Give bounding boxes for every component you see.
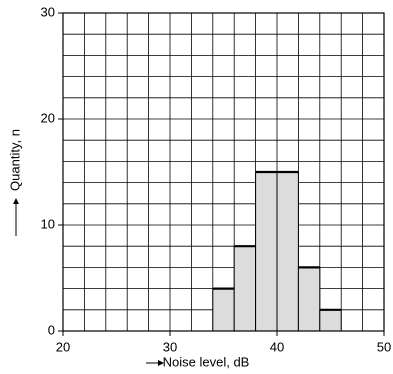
x-arrowhead [158,360,164,366]
plot-frame [62,12,385,332]
bar [319,309,342,332]
y-tick-label: 20 [41,110,55,125]
x-tick-label: 40 [270,339,284,354]
y-axis-label: Quantity, n [7,129,22,191]
y-tick-label: 10 [41,216,55,231]
bar [212,288,235,332]
bar [297,266,321,332]
bar-layer [212,170,342,332]
grid-layer [62,12,385,332]
y-arrowhead [13,198,19,204]
y-tick-label: 0 [48,322,55,337]
bar [276,171,299,332]
y-tick-label: 30 [41,4,55,19]
x-tick-label: 30 [163,339,177,354]
x-tick-label: 50 [377,339,391,354]
x-tick-label: 20 [56,339,70,354]
bar [255,171,278,332]
x-axis-label: Noise level, dB [163,354,250,369]
bar [233,245,257,332]
